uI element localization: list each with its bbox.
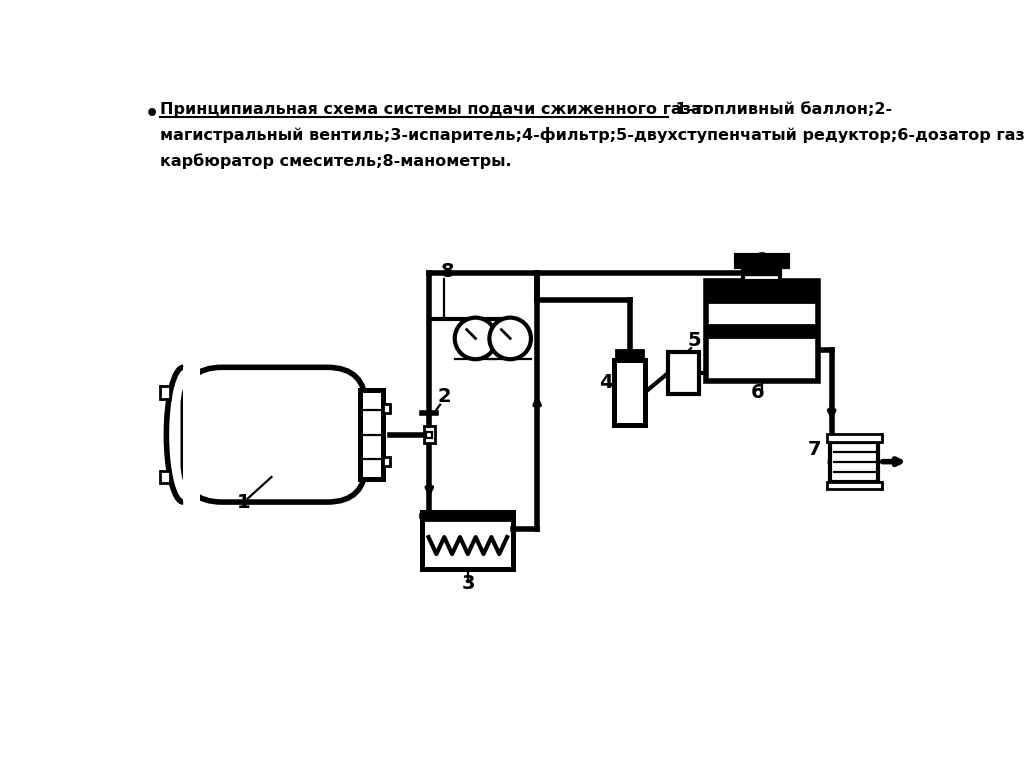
Bar bbox=[736, 255, 788, 267]
Text: 1: 1 bbox=[237, 493, 251, 512]
Text: 3: 3 bbox=[462, 574, 475, 593]
Text: 8: 8 bbox=[441, 262, 455, 281]
Bar bbox=[160, 386, 170, 399]
Bar bbox=[422, 512, 513, 520]
Bar bbox=[707, 281, 818, 302]
Text: 7: 7 bbox=[807, 440, 821, 459]
Bar bbox=[183, 367, 201, 502]
Text: Принципиальная схема системы подачи сжиженного газа:: Принципиальная схема системы подачи сжиж… bbox=[160, 102, 708, 117]
Bar bbox=[707, 281, 818, 380]
Bar bbox=[424, 426, 435, 443]
Bar bbox=[383, 456, 390, 466]
Bar bbox=[160, 471, 170, 483]
Circle shape bbox=[489, 318, 531, 359]
Text: 6: 6 bbox=[751, 383, 764, 402]
Bar bbox=[426, 432, 432, 438]
Bar bbox=[616, 350, 643, 360]
Bar bbox=[668, 352, 698, 394]
Bar bbox=[830, 442, 879, 482]
Bar bbox=[826, 482, 882, 489]
Bar bbox=[383, 403, 390, 413]
Text: •: • bbox=[144, 104, 159, 123]
Text: 5: 5 bbox=[687, 331, 700, 350]
Text: 4: 4 bbox=[599, 374, 612, 393]
Bar bbox=[614, 360, 645, 425]
Text: карбюратор смеситель;8-манометры.: карбюратор смеситель;8-манометры. bbox=[160, 153, 511, 169]
Text: 2: 2 bbox=[437, 387, 451, 407]
Text: магистральный вентиль;3-испаритель;4-фильтр;5-двухступенчатый редуктор;6-дозатор: магистральный вентиль;3-испаритель;4-фил… bbox=[160, 127, 1024, 143]
Bar bbox=[359, 390, 383, 479]
Bar bbox=[743, 267, 780, 281]
Circle shape bbox=[455, 318, 497, 359]
FancyBboxPatch shape bbox=[183, 367, 366, 502]
Bar bbox=[707, 324, 818, 337]
Bar bbox=[743, 267, 780, 275]
Text: 1-топливный баллон;2-: 1-топливный баллон;2- bbox=[670, 102, 892, 117]
Bar bbox=[826, 434, 882, 442]
Bar bbox=[422, 512, 513, 569]
